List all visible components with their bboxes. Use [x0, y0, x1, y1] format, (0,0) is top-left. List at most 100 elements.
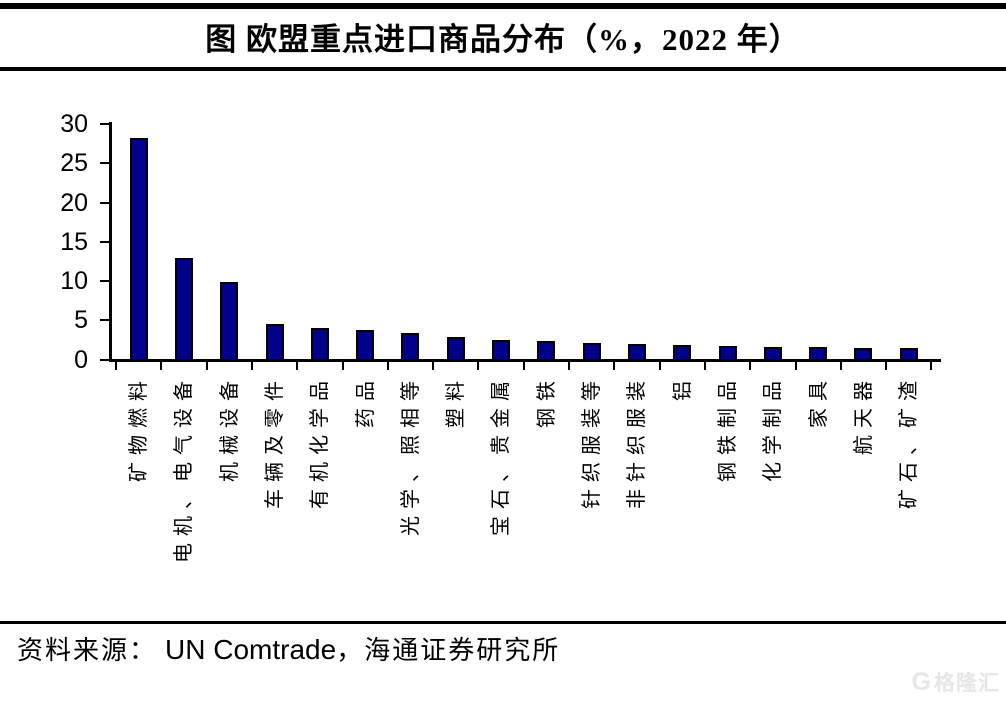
bar [492, 340, 510, 361]
x-axis-label-cell: 针织服装等 [569, 374, 614, 614]
x-axis-label: 塑料 [444, 374, 467, 428]
y-axis-tick [100, 241, 109, 243]
y-axis-tick-label: 10 [60, 267, 88, 295]
x-axis-tick [206, 362, 208, 370]
y-axis-tick-label: 30 [60, 110, 88, 138]
x-axis-tick [387, 362, 389, 370]
x-axis-line [109, 359, 941, 362]
top-divider [0, 3, 1006, 9]
x-axis-tick [930, 362, 932, 370]
y-axis-tick [100, 280, 109, 282]
y-axis-tick [100, 319, 109, 321]
source-note: 资料来源： UN Comtrade，海通证券研究所 [17, 630, 560, 667]
x-axis-tick [296, 362, 298, 370]
x-axis-tick [749, 362, 751, 370]
x-axis-label-cell: 塑料 [433, 374, 478, 614]
x-axis-tick [115, 362, 117, 370]
y-axis-tick [100, 162, 109, 164]
x-axis-label-cell: 航天器 [841, 374, 886, 614]
x-axis-label: 有机化学品 [308, 374, 331, 509]
gelonghui-watermark: G 格隆汇 [912, 667, 1000, 697]
y-axis-tick-label: 15 [60, 228, 88, 256]
figure-title: 图 欧盟重点进口商品分布（%，2022 年） [205, 22, 801, 57]
x-axis-label-cell: 家具 [796, 374, 841, 614]
bar [719, 346, 737, 361]
y-axis-tick-label: 5 [74, 306, 88, 334]
bar [401, 333, 419, 361]
bar [537, 341, 555, 361]
x-axis-tick [840, 362, 842, 370]
bar [447, 337, 465, 361]
bar [220, 282, 238, 361]
x-axis-tick [885, 362, 887, 370]
x-axis-label: 铝 [671, 374, 694, 401]
bar [628, 344, 646, 361]
x-axis-tick [160, 362, 162, 370]
x-axis-label: 家具 [807, 374, 830, 428]
bar [854, 348, 872, 361]
gelonghui-watermark-text: 格隆汇 [934, 672, 1000, 695]
x-axis-label-cell: 铝 [660, 374, 705, 614]
y-axis-tick-label: 20 [60, 189, 88, 217]
x-axis-label: 化学制品 [761, 374, 784, 482]
y-axis-line [109, 122, 112, 362]
bar [266, 324, 284, 361]
x-axis-label-cell: 宝石、贵金属 [478, 374, 523, 614]
y-axis-tick [100, 359, 109, 361]
x-axis-label-cell: 非针织服装 [614, 374, 659, 614]
y-axis-tick-label: 0 [74, 346, 88, 374]
x-axis-tick [342, 362, 344, 370]
x-axis-label: 宝石、贵金属 [489, 374, 512, 536]
x-axis-label: 电机、电气设备 [172, 374, 195, 563]
x-axis-tick [251, 362, 253, 370]
bar [311, 328, 329, 361]
x-axis-label-cell: 矿石、矿渣 [886, 374, 931, 614]
bar [130, 138, 148, 361]
x-axis-label: 车辆及零件 [263, 374, 286, 509]
x-axis-label-cell: 钢铁制品 [705, 374, 750, 614]
bar [673, 345, 691, 361]
x-axis-label: 非针织服装 [625, 374, 648, 509]
y-axis-tick [100, 123, 109, 125]
x-axis-label-cell: 车辆及零件 [252, 374, 297, 614]
x-axis-tick [613, 362, 615, 370]
bar [900, 348, 918, 361]
x-axis-label-cell: 光学、照相等 [388, 374, 433, 614]
x-axis-tick [568, 362, 570, 370]
x-axis-label: 机械设备 [218, 374, 241, 482]
x-axis-label-cell: 钢铁 [524, 374, 569, 614]
x-axis-label: 钢铁 [535, 374, 558, 428]
source-label: 资料来源： [17, 636, 158, 665]
x-axis-tick [704, 362, 706, 370]
x-axis-tick [523, 362, 525, 370]
x-axis-label: 钢铁制品 [716, 374, 739, 482]
x-axis-tick [795, 362, 797, 370]
footer-divider [0, 621, 1006, 624]
x-axis-label-cell: 药品 [343, 374, 388, 614]
x-axis-label: 矿物燃料 [127, 374, 150, 482]
x-axis-label-cell: 电机、电气设备 [161, 374, 206, 614]
bar [175, 258, 193, 361]
source-name-cn: ，海通证券研究所 [336, 636, 561, 665]
x-axis-label-cell: 有机化学品 [297, 374, 342, 614]
x-axis-tick [659, 362, 661, 370]
x-axis-label: 矿石、矿渣 [897, 374, 920, 509]
x-axis-label: 光学、照相等 [399, 374, 422, 536]
x-axis-label-cell: 矿物燃料 [116, 374, 161, 614]
bar [356, 330, 374, 361]
x-axis-label: 针织服装等 [580, 374, 603, 509]
x-axis-label: 航天器 [852, 374, 875, 455]
y-axis-tick [100, 202, 109, 204]
source-name-en: UN Comtrade [165, 634, 337, 665]
x-axis-tick [432, 362, 434, 370]
x-axis-label: 药品 [354, 374, 377, 428]
bar [764, 347, 782, 361]
x-axis-tick [477, 362, 479, 370]
x-axis-label-cell: 化学制品 [750, 374, 795, 614]
bar [809, 347, 827, 361]
y-axis-tick-label: 25 [60, 149, 88, 177]
gelonghui-logo-icon: G [911, 667, 931, 696]
x-axis-label-cell: 机械设备 [207, 374, 252, 614]
